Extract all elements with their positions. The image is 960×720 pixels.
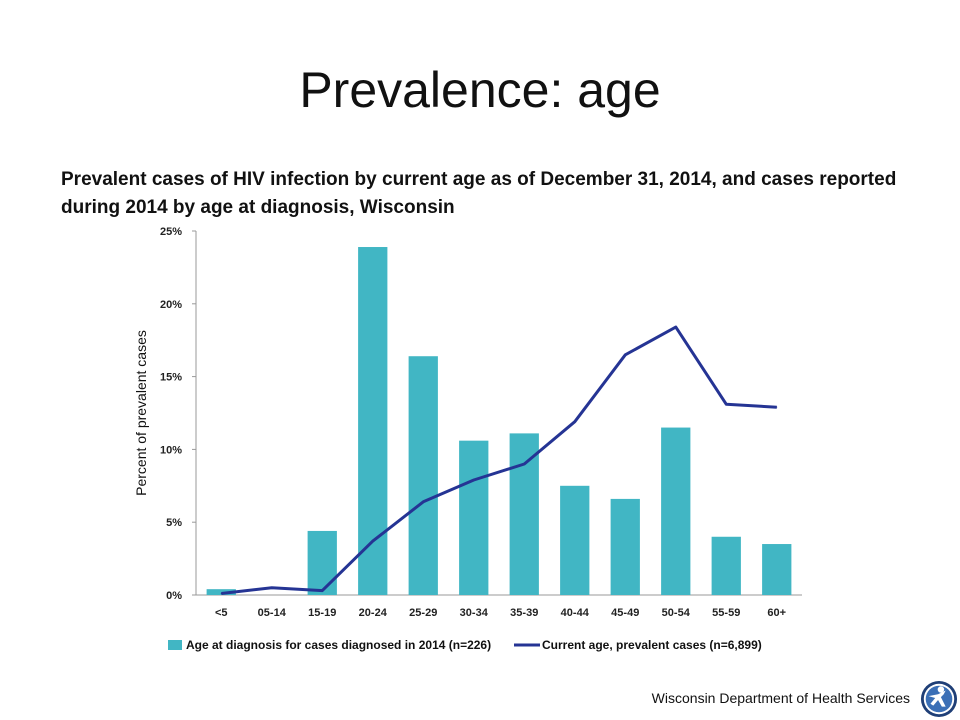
line-point bbox=[624, 354, 626, 356]
x-tick-label: 55-59 bbox=[712, 607, 740, 619]
y-axis-label: Percent of prevalent cases bbox=[133, 330, 149, 496]
line-point bbox=[321, 590, 323, 592]
line-point bbox=[776, 406, 778, 408]
line-point bbox=[372, 540, 374, 542]
x-tick-label: 05-14 bbox=[258, 607, 287, 619]
line-point bbox=[574, 421, 576, 423]
y-tick-label: 25% bbox=[160, 226, 182, 238]
line-point bbox=[220, 593, 222, 595]
bar-5054 bbox=[661, 427, 691, 595]
legend-label-line: Current age, prevalent cases (n=6,899) bbox=[542, 638, 762, 652]
bar-2529 bbox=[408, 356, 438, 595]
x-tick-label: 40-44 bbox=[561, 607, 590, 619]
line-point bbox=[675, 326, 677, 328]
prevalent-cases-line bbox=[221, 325, 777, 595]
line-point bbox=[422, 501, 424, 503]
y-tick-label: 20% bbox=[160, 299, 182, 311]
bar-3539 bbox=[509, 433, 539, 595]
line-point bbox=[271, 587, 273, 589]
bar-1519 bbox=[307, 530, 337, 595]
y-tick-label: 15% bbox=[160, 372, 182, 384]
y-tick-label: 0% bbox=[166, 590, 182, 602]
x-tick-label: 60+ bbox=[767, 607, 786, 619]
legend-label-bars: Age at diagnosis for cases diagnosed in … bbox=[186, 638, 491, 652]
bar-2024 bbox=[358, 247, 388, 596]
y-tick-label: 5% bbox=[166, 517, 182, 529]
x-tick-label: 50-54 bbox=[662, 607, 691, 619]
legend-swatch-bars bbox=[168, 640, 182, 650]
footer-organization: Wisconsin Department of Health Services bbox=[651, 690, 910, 706]
line-point bbox=[523, 463, 525, 465]
x-tick-label: 35-39 bbox=[510, 607, 538, 619]
x-tick-label: 30-34 bbox=[460, 607, 489, 619]
chart-title: Prevalent cases of HIV infection by curr… bbox=[61, 169, 897, 218]
slide-title: Prevalence: age bbox=[299, 62, 661, 118]
x-tick-label: 15-19 bbox=[308, 607, 336, 619]
x-tick-label: 20-24 bbox=[359, 607, 388, 619]
bar-5559 bbox=[711, 536, 741, 595]
bar-3034 bbox=[459, 440, 489, 595]
x-tick-label: <5 bbox=[215, 607, 228, 619]
x-tick-label: 45-49 bbox=[611, 607, 639, 619]
line-point bbox=[473, 479, 475, 481]
line-point bbox=[725, 403, 727, 405]
x-tick-label: 25-29 bbox=[409, 607, 437, 619]
y-tick-label: 10% bbox=[160, 444, 182, 456]
bar-60plus bbox=[762, 544, 792, 595]
bar-4044 bbox=[560, 485, 590, 595]
bar-4549 bbox=[610, 498, 640, 595]
dhs-logo-icon bbox=[920, 680, 958, 718]
